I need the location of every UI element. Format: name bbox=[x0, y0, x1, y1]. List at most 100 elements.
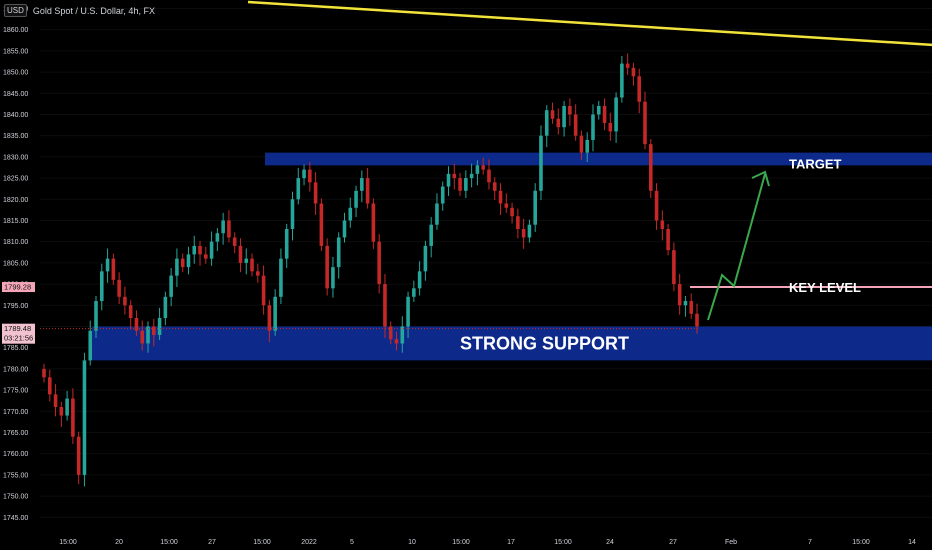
candle-body bbox=[452, 173, 457, 179]
bar-countdown: 03:21:56 bbox=[4, 334, 33, 343]
candle-body bbox=[157, 318, 162, 335]
price-tick-label: 1795.00 bbox=[3, 303, 28, 310]
candle-body bbox=[643, 101, 647, 145]
candle-body bbox=[47, 377, 52, 395]
candle-body bbox=[631, 67, 636, 77]
time-axis-bg bbox=[0, 530, 932, 550]
candle-body bbox=[539, 135, 543, 191]
candle-body bbox=[313, 182, 318, 204]
candle-body bbox=[65, 398, 69, 416]
candle-body bbox=[469, 173, 474, 179]
candle-body bbox=[625, 63, 630, 68]
candle-body bbox=[308, 169, 312, 183]
current-price-tag bbox=[2, 323, 35, 344]
price-axis[interactable]: 1865.001860.001855.001850.001845.001840.… bbox=[0, 0, 38, 550]
candle-body bbox=[250, 258, 254, 272]
candle-body bbox=[215, 233, 220, 242]
time-tick-label: 2022 bbox=[301, 539, 317, 546]
candle-body bbox=[435, 203, 439, 225]
time-tick-label: 27 bbox=[208, 539, 216, 546]
candle-body bbox=[521, 228, 526, 238]
candle-body bbox=[695, 313, 699, 327]
candle-body bbox=[544, 110, 549, 136]
candle-body bbox=[481, 165, 485, 170]
candle-body bbox=[221, 220, 225, 234]
time-axis[interactable]: 15:00 20 15:00 27 15:00 2022 5 10 15:00 17 15:00 24… bbox=[0, 530, 932, 550]
time-tick-label: 14 bbox=[908, 539, 916, 546]
candle-body bbox=[296, 178, 301, 200]
candle-body bbox=[284, 228, 289, 259]
candle-body bbox=[660, 220, 665, 229]
candle-body bbox=[238, 245, 243, 263]
candle-body bbox=[152, 326, 156, 335]
price-tick-label: 1765.00 bbox=[3, 430, 28, 437]
key-level-price-tag bbox=[2, 282, 35, 293]
candle-body bbox=[504, 203, 509, 208]
candle-body bbox=[377, 241, 381, 285]
candle-body bbox=[492, 182, 497, 191]
price-tick-label: 1810.00 bbox=[3, 239, 28, 246]
candle-body bbox=[677, 284, 682, 306]
price-tick-label: 1770.00 bbox=[3, 409, 28, 416]
candle-body bbox=[128, 305, 133, 318]
candle-body bbox=[140, 330, 145, 344]
candle-body bbox=[573, 114, 578, 136]
time-tick-label: Feb bbox=[725, 539, 737, 546]
candle-body bbox=[383, 284, 387, 327]
candle-body bbox=[354, 190, 358, 208]
candle-body bbox=[99, 271, 104, 302]
arrow-head-icon bbox=[751, 170, 770, 187]
candle-body bbox=[82, 360, 87, 475]
candle-body bbox=[654, 190, 659, 221]
price-tick-label: 1755.00 bbox=[3, 472, 28, 479]
chart-header: USD Gold Spot / U.S. Dollar, 4h, FX bbox=[4, 4, 155, 17]
candle-body bbox=[550, 110, 555, 119]
descending-trendline bbox=[247, 0, 932, 47]
candle-body bbox=[510, 207, 514, 217]
time-tick-label: 15:00 bbox=[452, 539, 470, 546]
price-tick-label: 1750.00 bbox=[3, 494, 28, 501]
candle-body bbox=[614, 97, 618, 132]
candle-body bbox=[42, 368, 46, 378]
candle-body bbox=[175, 258, 179, 276]
time-tick-label: 24 bbox=[606, 539, 614, 546]
candle-body bbox=[388, 326, 393, 340]
time-tick-label: 15:00 bbox=[253, 539, 271, 546]
candle-body bbox=[371, 203, 376, 242]
candle-body bbox=[602, 106, 607, 123]
candle-body bbox=[348, 207, 353, 221]
target-resistance-zone bbox=[265, 152, 932, 166]
candle-body bbox=[498, 190, 503, 204]
currency-badge[interactable]: USD bbox=[4, 4, 27, 17]
candle-body bbox=[562, 106, 566, 128]
candle-body bbox=[423, 245, 428, 272]
price-tick-label: 1850.00 bbox=[3, 70, 28, 77]
candle-body bbox=[209, 241, 214, 259]
price-tick-label: 1840.00 bbox=[3, 112, 28, 119]
price-tick-label: 1745.00 bbox=[3, 515, 28, 522]
candle-body bbox=[475, 165, 480, 174]
time-tick-label: 17 bbox=[507, 539, 515, 546]
price-tick-label: 1805.00 bbox=[3, 260, 28, 267]
candle-body bbox=[53, 394, 58, 408]
candle-body bbox=[429, 224, 433, 246]
candle-body bbox=[689, 301, 694, 314]
time-tick-label: 15:00 bbox=[160, 539, 178, 546]
candle-body bbox=[227, 220, 231, 238]
symbol-title[interactable]: Gold Spot / U.S. Dollar, 4h, FX bbox=[32, 5, 155, 16]
price-axis-bg bbox=[0, 0, 38, 550]
candle-body bbox=[290, 199, 295, 229]
price-tick-label: 1845.00 bbox=[3, 91, 28, 98]
candle-body bbox=[487, 169, 491, 183]
candle-body bbox=[123, 296, 127, 306]
candle-body bbox=[59, 407, 64, 416]
price-tick-label: 1780.00 bbox=[3, 366, 28, 373]
candle-body bbox=[446, 173, 451, 187]
candle-body bbox=[406, 296, 410, 327]
candle-body bbox=[180, 258, 185, 268]
candle-body bbox=[146, 326, 150, 344]
time-tick-label: 15:00 bbox=[59, 539, 77, 546]
candle-body bbox=[163, 296, 168, 318]
candle-body bbox=[319, 203, 324, 246]
